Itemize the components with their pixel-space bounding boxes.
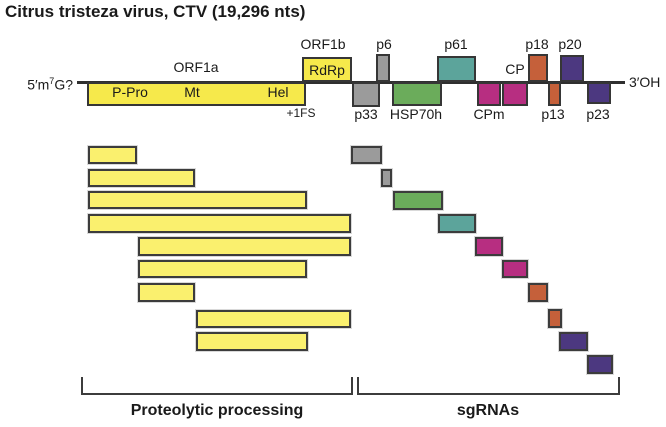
- orf-box-p61: [437, 56, 476, 82]
- bracket-line-processing: [81, 393, 353, 395]
- orf-label-p23: p23: [586, 106, 610, 122]
- sgrna-bar-p6: [381, 169, 392, 187]
- orf-box-p6: [376, 54, 390, 82]
- orf-box-RdRp: RdRp: [302, 57, 352, 82]
- processing-bar-2: [88, 169, 195, 187]
- sgrna-bar-p18: [528, 283, 548, 302]
- domain-label-hel: Hel: [267, 84, 289, 100]
- orf-label-p18: p18: [525, 36, 549, 52]
- sgrnas-label: sgRNAs: [456, 402, 520, 419]
- bracket-tick-processing-right: [351, 377, 353, 393]
- orf-label-p20: p20: [558, 36, 582, 52]
- orf-label-HSP70h: HSP70h: [389, 106, 443, 122]
- sgrna-bar-HSP70h: [393, 191, 443, 210]
- domain-label-mt: Mt: [184, 84, 200, 100]
- orf-box-p18: [528, 54, 548, 82]
- processing-bar-9: [196, 332, 308, 351]
- sgrna-bar-p20: [559, 332, 588, 351]
- five-prime-label: 5′m7G?: [17, 73, 73, 93]
- five-prime-superscript: 7: [49, 76, 55, 86]
- orf-label-ORF1b: ORF1b: [300, 36, 346, 52]
- domain-label-p-pro: P-Pro: [112, 84, 148, 100]
- five-prime-text-end: G?: [54, 76, 73, 93]
- five-prime-text: 5′m: [27, 76, 50, 93]
- orf-box-p20: [560, 55, 584, 82]
- orf-label-CP: CP: [505, 61, 525, 77]
- orf-box-p23: [587, 82, 611, 104]
- frameshift-label: +1FS: [286, 106, 316, 120]
- bracket-tick-processing-left: [81, 377, 83, 393]
- orf-box-p13: [548, 82, 561, 106]
- orf-label-p13: p13: [541, 106, 565, 122]
- bracket-line-sgrnas: [357, 393, 620, 395]
- orf-label-p6: p6: [376, 36, 392, 52]
- processing-bar-7: [138, 283, 195, 302]
- processing-bar-6: [138, 260, 307, 278]
- sgrna-bar-CP: [502, 260, 528, 278]
- orf-box-p33: [352, 82, 380, 107]
- orf-box-ORF1a: [87, 82, 306, 106]
- sgrna-bar-p33: [351, 146, 382, 164]
- orf-box-CPm: [477, 82, 501, 106]
- orf-label-CPm: CPm: [473, 106, 505, 122]
- processing-bar-1: [88, 146, 137, 164]
- processing-bar-4: [88, 214, 351, 233]
- processing-bar-8: [196, 310, 351, 328]
- orf-inner-label-RdRp: RdRp: [309, 61, 345, 78]
- bracket-tick-sgrnas-left: [357, 377, 359, 393]
- sgrna-bar-CPm: [475, 237, 503, 256]
- sgrna-bar-p13: [548, 309, 562, 328]
- processing-bar-3: [88, 191, 307, 209]
- orf-box-CP: [502, 82, 528, 106]
- orf-label-p61: p61: [444, 36, 468, 52]
- sgrna-bar-p61: [438, 214, 476, 233]
- bracket-tick-sgrnas-right: [618, 377, 620, 393]
- orf-box-HSP70h: [392, 82, 442, 106]
- proteolytic-processing-label: Proteolytic processing: [130, 402, 304, 419]
- orf-label-p33: p33: [354, 106, 378, 122]
- orf-label-ORF1a: ORF1a: [173, 59, 219, 75]
- processing-bar-5: [138, 237, 351, 256]
- genome-line: [77, 81, 625, 84]
- three-prime-label: 3′OH: [629, 74, 661, 90]
- sgrna-bar-p23: [587, 355, 613, 374]
- figure-title: Citrus tristeza virus, CTV (19,296 nts): [5, 2, 306, 21]
